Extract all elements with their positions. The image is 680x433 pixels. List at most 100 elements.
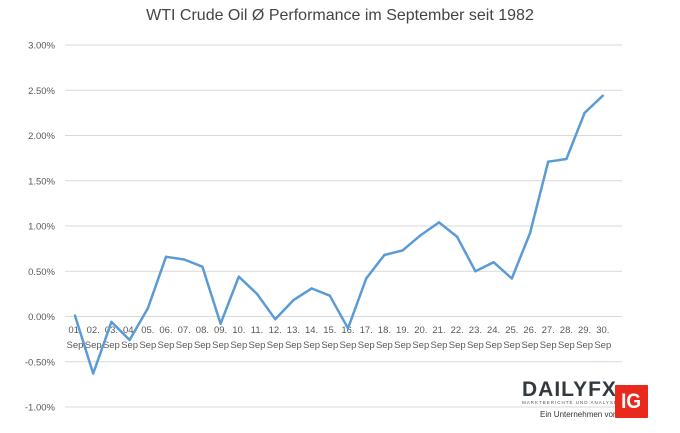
data-point	[128, 338, 131, 342]
data-point	[310, 287, 313, 290]
data-point	[456, 235, 459, 239]
x-tick-label-day: 16.	[341, 325, 354, 336]
y-tick-label: 1.50%	[28, 176, 55, 187]
x-tick-label-month: Sep	[85, 340, 102, 351]
brand-footer: DAILYFX MARKTBERICHTE UND ANALYSEN Ein U…	[505, 378, 675, 428]
y-tick-label: 3.00%	[28, 41, 55, 52]
x-tick-label-day: 17.	[360, 325, 373, 336]
x-axis-ticks: 01.Sep02.Sep03.Sep04.Sep05.Sep06.Sep07.S…	[67, 325, 612, 351]
data-point	[528, 232, 532, 235]
data-point	[146, 307, 149, 310]
data-point	[510, 277, 513, 280]
y-tick-label: 0.00%	[28, 312, 55, 323]
data-point	[346, 327, 350, 330]
dailyfx-tagline: MARKTBERICHTE UND ANALYSEN	[522, 400, 623, 405]
x-tick-label-month: Sep	[522, 340, 539, 351]
x-tick-label-month: Sep	[449, 340, 466, 351]
data-point	[255, 292, 259, 296]
x-tick-label-month: Sep	[249, 340, 266, 351]
x-tick-label-month: Sep	[285, 340, 302, 351]
data-point	[164, 255, 168, 258]
x-tick-label-day: 15.	[323, 325, 336, 336]
x-tick-label-day: 02.	[87, 325, 100, 336]
x-tick-label-day: 05.	[141, 325, 154, 336]
x-tick-label-month: Sep	[594, 340, 611, 351]
dailyfx-logo: DAILYFX	[522, 378, 617, 402]
x-tick-label-month: Sep	[503, 340, 520, 351]
x-tick-label-month: Sep	[103, 340, 120, 351]
y-tick-label: -1.00%	[25, 403, 56, 414]
x-tick-label-month: Sep	[412, 340, 429, 351]
y-axis-ticks: 3.00% 2.50% 2.00% 1.50% 1.00% 0.50% 0.00% -0.50…	[25, 41, 56, 414]
x-tick-label-month: Sep	[340, 340, 357, 351]
x-tick-label-day: 08.	[196, 325, 209, 336]
x-tick-label-month: Sep	[267, 340, 284, 351]
x-tick-label-month: Sep	[558, 340, 575, 351]
data-point	[237, 275, 240, 278]
data-point	[183, 258, 186, 261]
x-tick-label-day: 13.	[287, 325, 300, 336]
x-tick-label-month: Sep	[321, 340, 338, 351]
x-tick-label-month: Sep	[431, 340, 448, 351]
data-point	[73, 314, 77, 317]
x-tick-label-month: Sep	[67, 340, 84, 351]
data-point	[201, 265, 204, 268]
x-tick-label-month: Sep	[358, 340, 375, 351]
x-tick-label-month: Sep	[303, 340, 320, 351]
data-point	[492, 261, 495, 264]
x-tick-label-day: 12.	[269, 325, 282, 336]
x-tick-label-month: Sep	[212, 340, 229, 351]
x-tick-label-day: 07.	[178, 325, 191, 336]
x-tick-label-day: 24.	[487, 325, 500, 336]
x-tick-label-month: Sep	[485, 340, 502, 351]
x-tick-label-month: Sep	[194, 340, 211, 351]
ig-logo-text: IG	[621, 390, 642, 413]
data-point	[292, 299, 295, 302]
data-point	[419, 233, 422, 237]
series-line	[73, 94, 604, 375]
y-tick-label: 2.50%	[28, 86, 55, 97]
data-point	[328, 294, 331, 297]
data-point	[219, 322, 222, 325]
data-point	[92, 372, 95, 375]
x-tick-label-day: 30.	[596, 325, 609, 336]
y-tick-label: 1.00%	[28, 222, 55, 233]
x-tick-label-day: 10.	[232, 325, 245, 336]
x-tick-label-day: 21.	[432, 325, 445, 336]
x-tick-label-month: Sep	[230, 340, 247, 351]
x-tick-label-day: 11.	[251, 325, 264, 336]
data-point	[110, 320, 113, 324]
x-tick-label-month: Sep	[121, 340, 138, 351]
data-point	[474, 270, 477, 273]
x-tick-label-day: 14.	[305, 325, 318, 336]
series-layer	[73, 94, 604, 375]
x-tick-label-month: Sep	[158, 340, 175, 351]
ig-logo: IG	[615, 385, 648, 418]
x-tick-label-day: 25.	[505, 325, 518, 336]
x-tick-label-day: 23.	[469, 325, 482, 336]
x-tick-label-month: Sep	[394, 340, 411, 351]
x-tick-label-day: 27.	[542, 325, 555, 336]
dailyfx-logo-daily: DAILY	[522, 378, 589, 401]
data-point	[437, 221, 441, 224]
x-tick-label-day: 22.	[451, 325, 464, 336]
x-tick-label-day: 28.	[560, 325, 573, 336]
data-point	[565, 157, 568, 161]
dailyfx-logo-fx: FX	[588, 378, 617, 401]
data-point	[601, 94, 604, 97]
x-tick-label-day: 06.	[159, 325, 172, 336]
x-tick-label-day: 20.	[414, 325, 427, 336]
x-tick-label-month: Sep	[576, 340, 593, 351]
x-tick-label-month: Sep	[467, 340, 484, 351]
ein-unternehmen-text: Ein Unternehmen von	[540, 410, 618, 419]
data-point	[274, 318, 277, 321]
y-tick-label: 2.00%	[28, 131, 55, 142]
data-point	[383, 253, 386, 257]
data-point	[365, 277, 368, 280]
y-tick-label: 0.50%	[28, 267, 55, 278]
x-tick-label-month: Sep	[540, 340, 557, 351]
x-tick-label-day: 18.	[378, 325, 391, 336]
x-tick-label-month: Sep	[376, 340, 393, 351]
gridlines	[65, 44, 622, 408]
